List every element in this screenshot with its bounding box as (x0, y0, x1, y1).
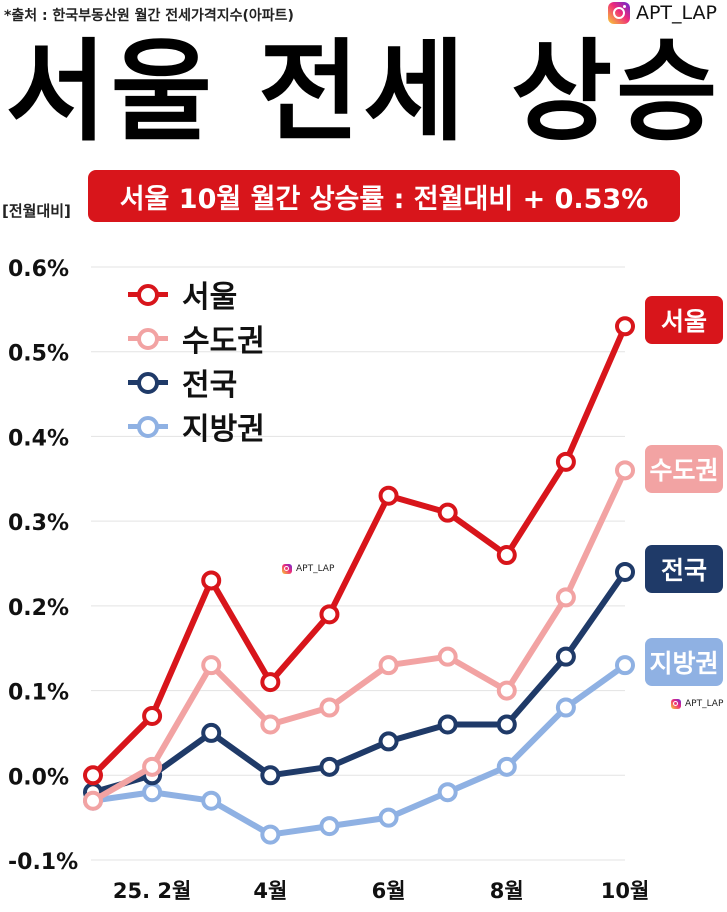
legend-marker-regional (128, 416, 168, 438)
data-point-regional (260, 824, 281, 845)
data-point-capital (437, 646, 458, 667)
data-point-seoul (437, 502, 458, 523)
x-tick-label: 6월 (372, 879, 406, 903)
data-point-seoul (319, 604, 340, 625)
data-point-seoul (496, 545, 517, 566)
x-tick-label: 25. 2월 (113, 879, 191, 903)
x-tick-label: 10월 (601, 879, 650, 903)
data-point-capital (319, 697, 340, 718)
data-point-seoul (555, 451, 576, 472)
y-tick-label: 0.0% (8, 765, 69, 790)
y-tick-label: 0.1% (8, 681, 69, 706)
data-point-seoul (615, 316, 635, 337)
instagram-icon (607, 2, 630, 24)
legend-label: 서울 (182, 280, 238, 315)
series-line-national (90, 568, 628, 796)
data-point-seoul (83, 765, 103, 786)
instagram-handle[interactable]: APT_LAP (607, 2, 717, 24)
data-point-seoul (142, 705, 163, 726)
series-badge-capital: 수도권 (645, 445, 723, 493)
data-point-capital (615, 460, 635, 481)
data-point-regional (615, 655, 635, 676)
series-line-capital (90, 467, 628, 804)
legend-item-capital: 수도권 (128, 316, 265, 360)
legend-item-national: 전국 (128, 360, 265, 404)
instagram-icon (671, 699, 681, 709)
subtitle-banner: 서울 10월 월간 상승률 : 전월대비 + 0.53% (88, 170, 680, 222)
page-title: 서울 전세 상승 (5, 28, 722, 156)
series-badge-national: 전국 (645, 545, 723, 593)
data-point-regional (437, 782, 458, 803)
y-tick-label: 0.5% (8, 342, 69, 367)
data-point-capital (142, 756, 163, 777)
data-point-regional (555, 697, 576, 718)
series-line-regional (90, 662, 628, 838)
data-point-national (319, 756, 340, 777)
data-point-national (378, 731, 399, 752)
legend-marker-capital (128, 328, 168, 350)
data-point-national (496, 714, 517, 735)
y-axis-unit-label: [전월대비] (2, 202, 71, 220)
instagram-icon (282, 564, 292, 574)
data-point-national (615, 561, 635, 582)
data-point-regional (201, 790, 222, 811)
data-point-capital (496, 680, 517, 701)
data-point-national (201, 722, 222, 743)
data-point-national (437, 714, 458, 735)
y-tick-label: -0.1% (8, 850, 78, 875)
chart-legend: 서울 수도권 전국 지방권 (128, 272, 265, 448)
legend-label: 수도권 (182, 324, 265, 359)
legend-item-regional: 지방권 (128, 404, 265, 448)
data-point-capital (555, 587, 576, 608)
x-tick-label: 8월 (490, 879, 524, 903)
data-point-seoul (260, 672, 281, 693)
data-point-national (260, 765, 281, 786)
data-point-regional (378, 807, 399, 828)
y-tick-label: 0.3% (8, 511, 69, 536)
data-point-regional (496, 756, 517, 777)
y-tick-label: 0.2% (8, 596, 69, 621)
x-tick-label: 4월 (253, 879, 287, 903)
series-badge-regional: 지방권 (645, 638, 723, 686)
series-line-seoul (90, 323, 628, 779)
watermark-right: APT_LAP (671, 699, 723, 709)
watermark-center: APT_LAP (282, 564, 334, 574)
data-point-national (555, 646, 576, 667)
series-badge-seoul: 서울 (645, 296, 723, 344)
data-point-capital (201, 655, 222, 676)
legend-label: 지방권 (182, 412, 265, 447)
data-point-seoul (378, 485, 399, 506)
y-tick-label: 0.6% (8, 257, 69, 282)
data-point-seoul (201, 570, 222, 591)
y-tick-label: 0.4% (8, 426, 69, 451)
data-point-capital (83, 790, 103, 811)
legend-label: 전국 (182, 368, 238, 403)
legend-item-seoul: 서울 (128, 272, 265, 316)
source-note: *출처 : 한국부동산원 월간 전세가격지수(아파트) (4, 8, 294, 24)
data-point-capital (260, 714, 281, 735)
data-point-capital (378, 655, 399, 676)
handle-text: APT_LAP (635, 2, 717, 24)
data-point-regional (319, 816, 340, 837)
legend-marker-national (128, 372, 168, 394)
data-point-regional (142, 782, 163, 803)
legend-marker-seoul (128, 284, 168, 306)
